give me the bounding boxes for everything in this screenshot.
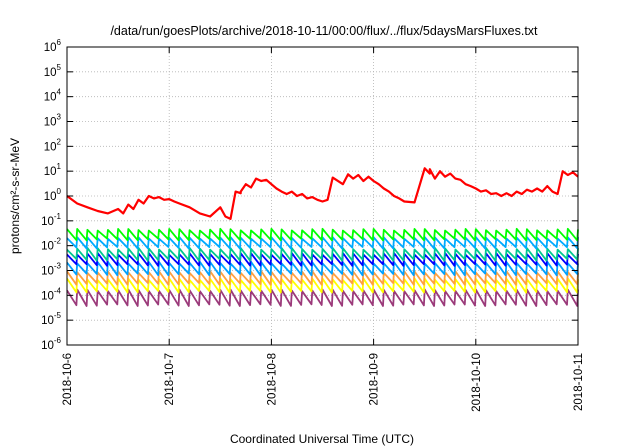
series-line [66,227,579,242]
x-tick-label: 2018-10-8 [266,353,278,405]
y-tick-label: 101 [44,162,62,178]
y-tick-labels: 10-6 10-5 10-4 10-3 10-2 10-1 100 101 102 103 104 1… [41,38,61,352]
y-tick-label: 10-2 [41,237,61,253]
y-tick-label: 103 [44,113,62,129]
y-tick-label: 104 [44,88,62,104]
x-tick-labels: 2018-10-6 2018-10-7 2018-10-8 2018-10-9 2018… [62,353,585,412]
y-tick-label: 100 [44,187,62,203]
x-tick-label: 2018-10-10 [471,353,483,412]
x-tick-label: 2018-10-7 [164,353,176,405]
ticks [66,46,579,346]
y-tick-label: 10-6 [41,336,61,352]
x-axis-label: Coordinated Universal Time (UTC) [230,432,414,446]
y-axis-label: protons/cm²-s-sr-MeV [8,138,22,254]
y-tick-label: 105 [44,63,62,79]
y-tick-label: 102 [44,137,62,153]
y-tick-label: 10-5 [41,311,61,327]
series-group [66,167,579,307]
y-tick-label: 106 [44,38,62,54]
y-tick-label: 10-3 [41,262,61,278]
x-tick-label: 2018-10-6 [62,353,74,405]
y-tick-label: 10-1 [41,212,61,228]
x-tick-label: 2018-10-9 [369,353,381,405]
chart-title: /data/run/goesPlots/archive/2018-10-11/0… [110,24,538,38]
series-line [66,247,579,262]
y-tick-label: 10-4 [41,286,61,302]
series-line-red [66,167,579,220]
x-tick-label: 2018-10-11 [573,353,585,411]
